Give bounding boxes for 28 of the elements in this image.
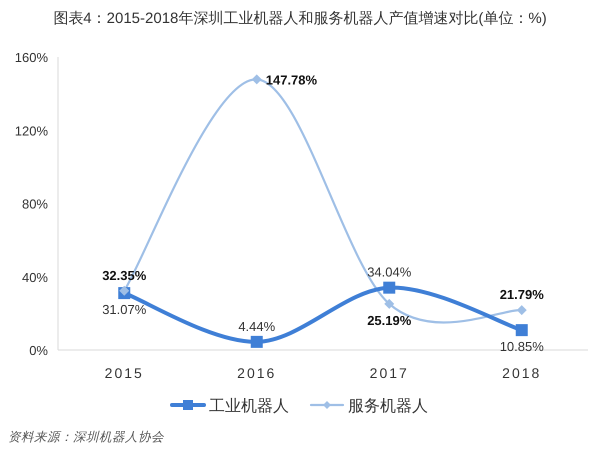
x-tick-label: 2017 [370, 365, 409, 381]
data-label: 34.04% [367, 264, 412, 280]
y-tick-label: 0% [29, 343, 48, 358]
legend-label: 工业机器人 [209, 397, 289, 415]
y-tick-label: 160% [14, 50, 48, 65]
point [252, 74, 262, 84]
data-label: 10.85% [500, 339, 544, 354]
point [250, 336, 263, 348]
y-tick-label: 80% [22, 196, 48, 212]
data-label: 32.35% [102, 268, 147, 283]
point [119, 286, 130, 296]
legend-label: 服务机器人 [348, 397, 428, 415]
y-tick-label: 120% [14, 123, 48, 138]
point [383, 282, 396, 294]
data-label: 31.07% [102, 302, 147, 318]
x-tick-label: 2015 [104, 365, 144, 381]
x-tick-label: 2016 [237, 365, 276, 381]
point [516, 324, 528, 336]
data-label: 147.78% [266, 72, 318, 88]
x-tick-label: 2018 [502, 365, 542, 381]
point [516, 305, 527, 316]
y-tick-label: 40% [22, 270, 48, 285]
chart-title: 图表4：2015-2018年深圳工业机器人和服务机器人产值增速对比(单位：%) [53, 10, 547, 27]
data-label: 25.19% [367, 312, 412, 328]
data-label: 21.79% [500, 287, 544, 302]
data-label: 4.44% [238, 318, 276, 334]
point [384, 298, 394, 309]
text: 资料来源：深圳机器人协会 [8, 430, 165, 444]
